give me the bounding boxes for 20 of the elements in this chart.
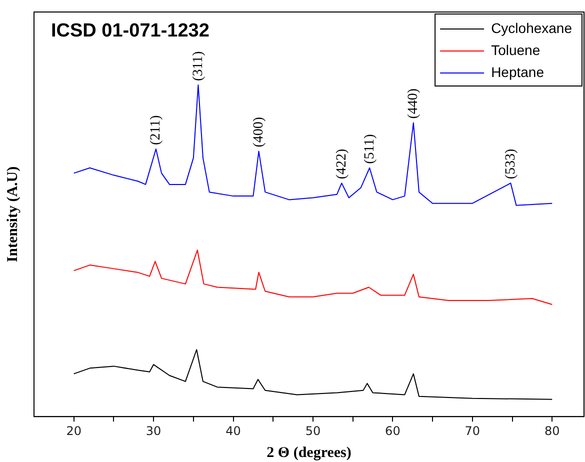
legend-label: Heptane: [491, 64, 544, 80]
annotation: (440): [406, 88, 422, 119]
x-tick-label: 30: [146, 424, 162, 438]
annotation: (211): [148, 114, 164, 145]
x-tick-label: 60: [385, 424, 400, 438]
annotation: (511): [362, 134, 378, 164]
x-tick-label: 70: [464, 424, 480, 438]
annotation: (422): [334, 148, 350, 180]
x-tick-label: 50: [305, 424, 321, 438]
chart-title: ICSD 01-071-1232: [51, 20, 210, 42]
legend-label: Toluene: [491, 42, 540, 58]
annotation: (400): [251, 116, 266, 148]
annotation: (311): [190, 50, 206, 81]
x-tick-label: 40: [226, 424, 241, 438]
x-tick-label: 20: [66, 424, 82, 438]
annotation: (533): [503, 148, 518, 180]
y-axis-title: Intensity (A.U): [4, 166, 21, 262]
x-tick-label: 80: [544, 424, 560, 438]
x-axis-title: 2 Θ (degrees): [266, 444, 352, 461]
legend-label: Cyclohexane: [491, 20, 572, 36]
